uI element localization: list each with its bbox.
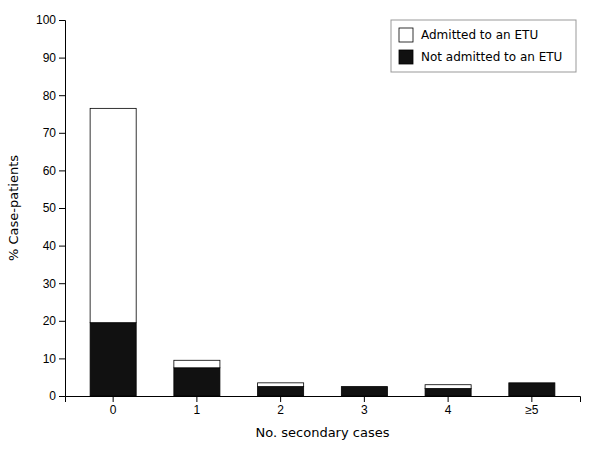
- tick: 3: [361, 396, 368, 417]
- tick: 80: [43, 89, 65, 103]
- tick-label: 0: [49, 389, 56, 403]
- tick: 0: [110, 396, 117, 417]
- axis-line: [59, 21, 66, 397]
- bar: [90, 323, 136, 396]
- bar: [509, 382, 555, 383]
- tick: 90: [43, 51, 65, 65]
- tick-mark: [59, 358, 65, 359]
- legend-label: Not admitted to an ETU: [421, 50, 562, 64]
- tick-label: 80: [43, 89, 57, 103]
- tick-label: 1: [194, 403, 201, 417]
- tick: 100: [36, 13, 65, 27]
- tick: 1: [194, 396, 201, 417]
- bar: [509, 383, 555, 396]
- tick: 20: [43, 314, 65, 328]
- tick-label: 20: [43, 314, 57, 328]
- legend-frame: [391, 20, 576, 72]
- legend-swatch: [399, 50, 413, 64]
- tick-label: 0: [110, 403, 117, 417]
- tick-mark: [196, 396, 197, 402]
- bars: [90, 108, 555, 396]
- x-axis-title: No. secondary cases: [256, 425, 390, 440]
- y-axis: 0 10 20 30 40 50 60 70 80 90 100: [36, 13, 66, 403]
- tick: 4: [445, 396, 452, 417]
- legend: Admitted to an ETU Not admitted to an ETU: [391, 20, 576, 72]
- bar: [341, 387, 387, 396]
- tick-mark: [59, 208, 65, 209]
- bar: [425, 385, 471, 389]
- legend-swatch: [399, 28, 413, 42]
- legend-item: Admitted to an ETU: [399, 28, 538, 42]
- tick-label: 30: [43, 277, 57, 291]
- bar: [174, 368, 220, 396]
- tick-mark: [59, 58, 65, 59]
- tick-label: 60: [43, 164, 57, 178]
- series: [90, 323, 555, 396]
- tick: 50: [43, 201, 65, 215]
- tick: 40: [43, 239, 65, 253]
- tick-label: 4: [445, 403, 452, 417]
- tick-mark: [59, 246, 65, 247]
- tick-label: 10: [43, 352, 57, 366]
- bar: [425, 388, 471, 396]
- tick-mark: [280, 396, 281, 402]
- tick-mark: [364, 396, 365, 402]
- tick-mark: [113, 396, 114, 402]
- series: [90, 108, 471, 388]
- tick-label: 3: [361, 403, 368, 417]
- tick-label: ≥5: [525, 403, 539, 417]
- bar: [258, 383, 304, 387]
- tick: 0: [49, 389, 65, 403]
- tick-label: 90: [43, 51, 57, 65]
- tick: ≥5: [525, 396, 539, 417]
- tick-mark: [59, 321, 65, 322]
- legend-item: Not admitted to an ETU: [399, 50, 562, 64]
- tick: 10: [43, 352, 65, 366]
- tick-label: 70: [43, 126, 57, 140]
- tick-mark: [59, 170, 65, 171]
- legend-label: Admitted to an ETU: [421, 28, 538, 42]
- tick-mark: [59, 133, 65, 134]
- tick-mark: [531, 396, 532, 402]
- tick-mark: [59, 283, 65, 284]
- tick: 70: [43, 126, 65, 140]
- tick: 30: [43, 277, 65, 291]
- tick-label: 100: [36, 13, 56, 27]
- chart: 0 1 2 3 4 ≥5 0 10 20 30 40 50 60 70 80 90 100 No. seconda…: [0, 0, 600, 451]
- tick-label: 50: [43, 201, 57, 215]
- axis-line: [66, 397, 581, 403]
- bar: [341, 386, 387, 387]
- y-axis-title: % Case-patients: [6, 155, 21, 261]
- tick-mark: [59, 20, 65, 21]
- tick-label: 2: [277, 403, 284, 417]
- x-axis: 0 1 2 3 4 ≥5: [66, 396, 581, 417]
- tick-mark: [59, 95, 65, 96]
- bar: [174, 360, 220, 368]
- tick-label: 40: [43, 239, 57, 253]
- bar: [90, 108, 136, 322]
- bar: [258, 387, 304, 396]
- tick: 2: [277, 396, 284, 417]
- tick-mark: [59, 396, 65, 397]
- tick: 60: [43, 164, 65, 178]
- tick-mark: [448, 396, 449, 402]
